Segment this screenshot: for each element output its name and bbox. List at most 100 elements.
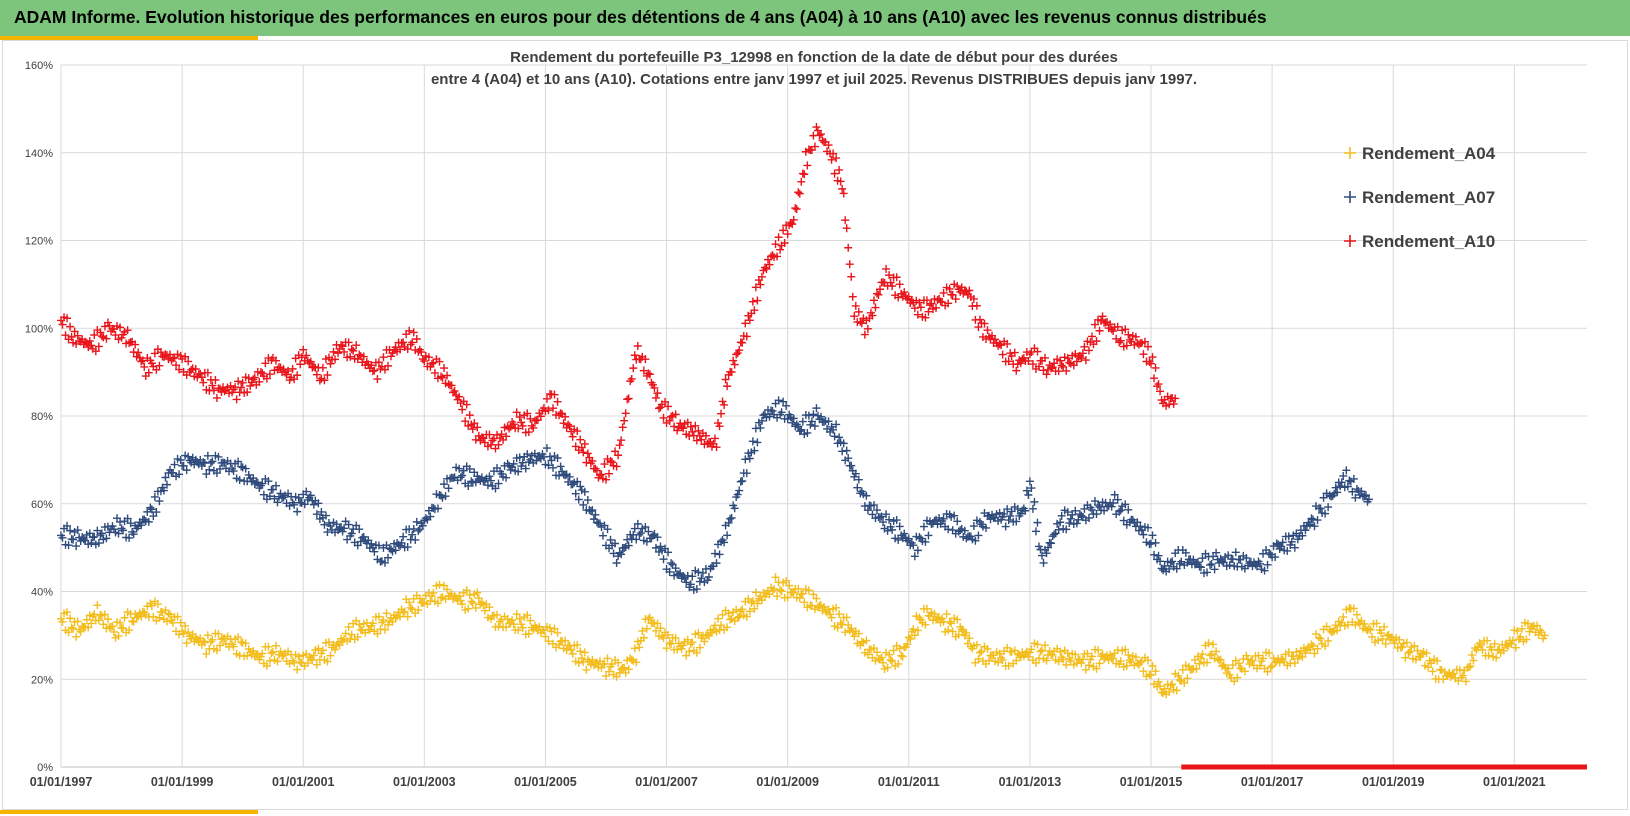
data-point: [915, 533, 924, 542]
data-point: [1087, 505, 1096, 514]
data-point: [1395, 635, 1404, 644]
data-point: [523, 611, 532, 620]
data-point: [440, 364, 449, 373]
data-point: [144, 517, 153, 526]
data-point: [1084, 346, 1093, 355]
data-point: [782, 576, 791, 585]
data-point: [703, 630, 712, 639]
data-point: [420, 357, 429, 366]
data-point: [1168, 557, 1177, 566]
data-point: [602, 475, 610, 484]
data-point: [895, 522, 904, 531]
data-point: [324, 638, 333, 647]
data-point: [403, 612, 412, 621]
data-point: [1517, 624, 1526, 633]
data-point: [981, 523, 990, 532]
data-point: [720, 538, 729, 547]
data-point: [844, 243, 853, 252]
data-point: [718, 610, 727, 619]
data-point: [1050, 530, 1059, 539]
data-point: [212, 393, 221, 402]
data-point: [800, 598, 809, 607]
data-point: [1259, 654, 1268, 663]
data-point: [977, 647, 986, 656]
data-point: [1449, 669, 1458, 678]
data-point: [391, 343, 400, 352]
data-point: [1366, 625, 1375, 634]
data-point: [751, 588, 760, 597]
data-point: [733, 613, 742, 622]
data-point: [876, 285, 885, 294]
data-point: [620, 543, 629, 552]
data-point: [1007, 507, 1016, 516]
data-point: [202, 470, 211, 479]
data-point: [556, 409, 565, 418]
data-point: [591, 510, 600, 519]
data-point: [73, 331, 82, 340]
data-point: [894, 659, 903, 668]
report-title: ADAM Informe. Evolution historique des p…: [14, 7, 1267, 27]
data-point: [1410, 641, 1419, 650]
data-point: [149, 612, 158, 621]
data-point: [1156, 682, 1165, 691]
data-point: [244, 374, 253, 383]
data-point: [1077, 354, 1086, 363]
data-point: [885, 650, 894, 659]
data-point: [1084, 513, 1093, 522]
data-point: [580, 487, 589, 496]
data-point: [698, 568, 707, 577]
data-point: [1044, 543, 1053, 552]
data-point: [99, 620, 108, 629]
data-point: [1047, 364, 1056, 373]
data-point: [279, 651, 288, 660]
data-point: [199, 637, 208, 646]
data-point: [925, 612, 934, 621]
data-point: [1072, 357, 1081, 366]
data-point: [63, 314, 72, 323]
data-point: [1372, 619, 1381, 628]
data-point: [1080, 342, 1089, 351]
data-point: [586, 507, 595, 516]
data-point: [1352, 610, 1361, 619]
data-point: [742, 469, 751, 478]
data-point: [830, 169, 839, 178]
data-point: [897, 651, 906, 660]
data-point: [718, 397, 727, 406]
data-point: [747, 598, 756, 607]
data-point: [1333, 488, 1342, 497]
data-point: [757, 416, 766, 425]
data-point: [284, 366, 293, 375]
data-point: [517, 462, 526, 471]
data-point: [117, 524, 126, 533]
data-point: [545, 623, 554, 632]
data-point: [1365, 624, 1373, 633]
data-point: [200, 638, 209, 647]
data-point: [96, 328, 105, 337]
data-point: [641, 355, 650, 364]
data-point: [727, 368, 736, 377]
data-point: [384, 553, 392, 562]
data-point: [517, 620, 526, 629]
data-point: [1107, 502, 1116, 511]
data-point: [87, 619, 96, 628]
x-tick-label: 01/01/2019: [1362, 775, 1425, 789]
data-point: [229, 467, 238, 476]
data-point: [664, 631, 673, 640]
data-point: [1121, 645, 1130, 654]
data-point: [63, 521, 72, 530]
data-point: [1074, 515, 1083, 524]
data-point: [508, 616, 517, 625]
data-point: [617, 436, 626, 445]
data-point: [1139, 530, 1148, 539]
data-point: [1301, 649, 1310, 658]
data-point: [797, 425, 806, 434]
data-point: [549, 404, 558, 413]
data-point: [359, 532, 368, 541]
data-point: [1054, 525, 1063, 534]
data-point: [1337, 478, 1346, 487]
y-tick-label: 60%: [31, 499, 53, 511]
data-point: [779, 397, 788, 406]
data-point: [1092, 510, 1101, 519]
data-point: [753, 599, 762, 608]
data-point: [639, 633, 648, 642]
